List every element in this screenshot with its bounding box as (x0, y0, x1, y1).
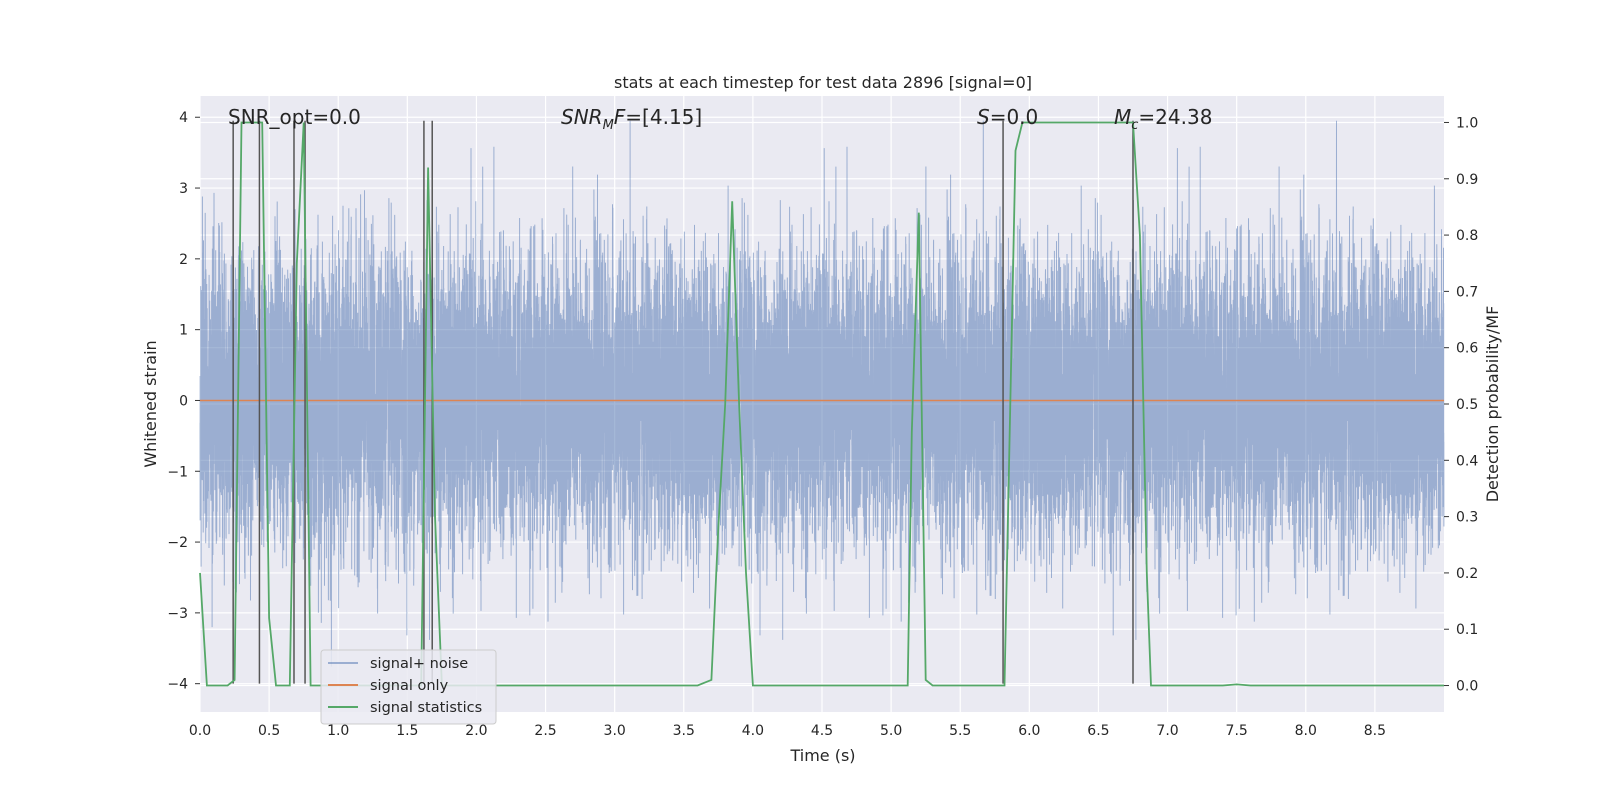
y-tick-label: 3 (179, 181, 188, 197)
legend-label-statistics: signal statistics (370, 700, 482, 716)
x-tick-label: 3.5 (673, 723, 695, 739)
x-tick-label: 0.0 (189, 723, 211, 739)
y-tick-label: −2 (167, 535, 188, 551)
y-tick-label: 2 (179, 252, 188, 268)
x-tick-label: 0.5 (258, 723, 280, 739)
right-y-axis-ticks: 1.0 0.9 0.8 0.7 0.6 0.5 0.4 0.3 0.2 0.1 0.0 (1444, 115, 1478, 695)
left-y-axis-ticks: 4 3 2 1 0 −1 −2 −3 −4 (167, 110, 200, 693)
right-y-tick-label: 0.8 (1456, 228, 1478, 244)
right-y-tick-label: 0.2 (1456, 566, 1478, 582)
x-tick-label: 8.5 (1364, 723, 1386, 739)
x-tick-label: 1.5 (396, 723, 418, 739)
right-y-axis-label: Detection probability/MF (1483, 306, 1502, 503)
annotation-s: S=0.0 (977, 105, 1038, 129)
x-tick-label: 4.0 (742, 723, 764, 739)
right-y-tick-label: 0.9 (1456, 172, 1478, 188)
x-tick-label: 2.5 (534, 723, 556, 739)
annotation-snr-mf: SNRMF=[4.15] (561, 105, 702, 133)
x-tick-label: 1.0 (327, 723, 349, 739)
legend-label-noise: signal+ noise (370, 656, 468, 672)
x-tick-label: 2.0 (465, 723, 487, 739)
series-signal-statistics (199, 121, 1444, 687)
right-y-tick-label: 0.0 (1456, 679, 1478, 695)
x-tick-label: 8.0 (1295, 723, 1317, 739)
right-y-tick-label: 0.7 (1456, 284, 1478, 300)
right-y-tick-label: 0.4 (1456, 453, 1478, 469)
legend-label-signal-only: signal only (370, 678, 449, 694)
annotation-mc: Mc=24.38 (1114, 105, 1212, 133)
right-y-tick-label: 0.1 (1456, 622, 1478, 638)
y-tick-label: 0 (179, 393, 188, 409)
x-tick-label: 5.0 (880, 723, 902, 739)
chart-title: stats at each timestep for test data 289… (614, 73, 1032, 92)
x-axis-label: Time (s) (789, 746, 855, 765)
y-tick-label: 4 (179, 110, 188, 126)
x-tick-label: 6.0 (1018, 723, 1040, 739)
y-tick-label: 1 (179, 323, 188, 339)
legend-box (320, 649, 497, 725)
right-y-tick-label: 1.0 (1456, 115, 1478, 131)
x-axis-ticks: 0.0 0.5 1.0 1.5 2.0 2.5 3.0 3.5 4.0 4.5 5.0 5.5 6.0 6… (189, 723, 1386, 739)
series-signal-plus-noise (199, 120, 1445, 667)
x-tick-label: 3.0 (604, 723, 626, 739)
right-y-tick-label: 0.5 (1456, 397, 1478, 413)
right-y-tick-label: 0.3 (1456, 510, 1478, 526)
x-tick-label: 5.5 (949, 723, 971, 739)
left-y-axis-label: Whitened strain (141, 340, 160, 467)
x-tick-label: 6.5 (1087, 723, 1109, 739)
annotation-snr-opt: SNR_opt=0.0 (228, 105, 361, 129)
x-tick-label: 7.0 (1156, 723, 1178, 739)
y-tick-label: −1 (167, 464, 188, 480)
x-tick-label: 4.5 (811, 723, 833, 739)
x-tick-label: 7.5 (1226, 723, 1248, 739)
y-tick-label: −3 (167, 606, 188, 622)
y-tick-label: −4 (167, 677, 188, 693)
right-y-tick-label: 0.6 (1456, 341, 1478, 357)
legend: signal+ noise signal only signal statist… (320, 649, 497, 725)
